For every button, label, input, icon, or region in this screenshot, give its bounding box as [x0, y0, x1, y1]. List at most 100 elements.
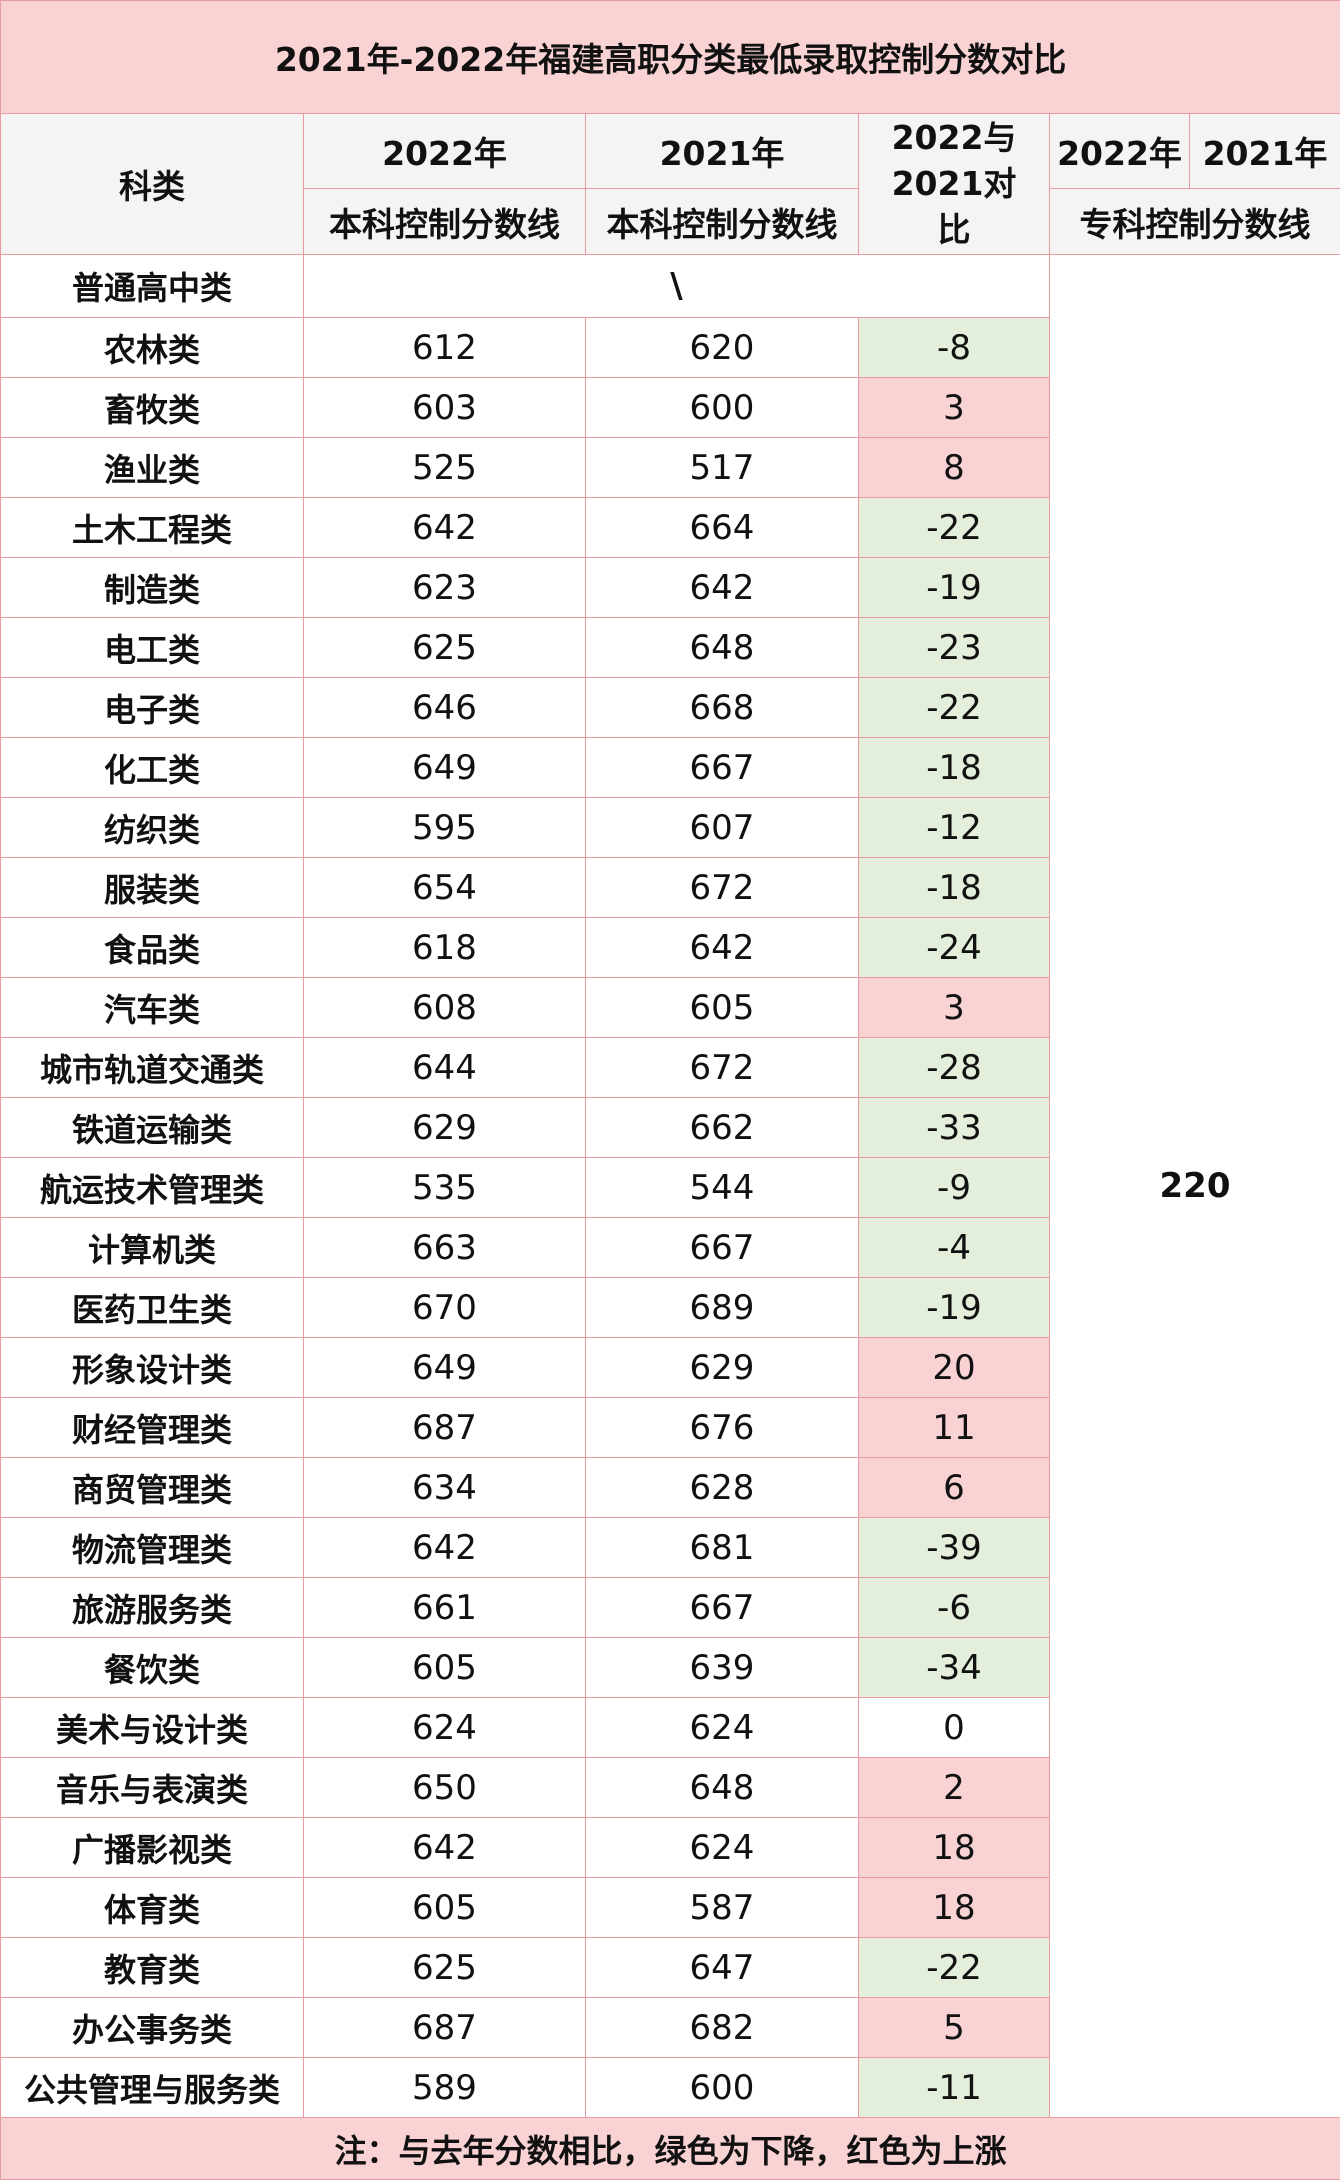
table-row: 农林类 612 620 -8 — [0, 317, 1340, 378]
score-2022: 634 — [303, 1457, 586, 1518]
score-2021: 628 — [585, 1457, 859, 1518]
score-diff: -39 — [858, 1517, 1050, 1578]
score-2021: 639 — [585, 1637, 859, 1698]
score-diff: -9 — [858, 1157, 1050, 1218]
score-2022: 646 — [303, 677, 586, 738]
score-2022: 595 — [303, 797, 586, 858]
table-row: 纺织类 595 607 -12 — [0, 797, 1340, 858]
category-name: 财经管理类 — [0, 1397, 304, 1458]
table-row: 旅游服务类 661 667 -6 — [0, 1577, 1340, 1638]
header-zk-2021: 2021年 — [1188, 113, 1340, 189]
header-year-2021: 2021年 — [585, 113, 859, 189]
score-2021: 682 — [585, 1997, 859, 2058]
category-name: 广播影视类 — [0, 1817, 304, 1878]
score-2022: 649 — [303, 737, 586, 798]
category-name: 美术与设计类 — [0, 1697, 304, 1758]
score-diff: -4 — [858, 1217, 1050, 1278]
score-2021: 600 — [585, 377, 859, 438]
score-2021: 648 — [585, 1757, 859, 1818]
table-row: 医药卫生类 670 689 -19 — [0, 1277, 1340, 1338]
score-2021: 605 — [585, 977, 859, 1038]
score-diff: -24 — [858, 917, 1050, 978]
score-2021: 517 — [585, 437, 859, 498]
score-2022: 625 — [303, 617, 586, 678]
category-name: 体育类 — [0, 1877, 304, 1938]
score-2022: 605 — [303, 1877, 586, 1938]
score-diff: 3 — [858, 377, 1050, 438]
score-2021: 667 — [585, 1217, 859, 1278]
score-2021: 607 — [585, 797, 859, 858]
score-2022: 589 — [303, 2057, 586, 2118]
table-row: 形象设计类 649 629 20 — [0, 1337, 1340, 1398]
general-row-name: 普通高中类 — [0, 254, 304, 318]
score-2021: 624 — [585, 1697, 859, 1758]
score-2022: 603 — [303, 377, 586, 438]
table-row: 食品类 618 642 -24 — [0, 917, 1340, 978]
score-diff: 20 — [858, 1337, 1050, 1398]
category-name: 计算机类 — [0, 1217, 304, 1278]
table-title: 2021年-2022年福建高职分类最低录取控制分数对比 — [0, 0, 1340, 114]
table-row: 航运技术管理类 535 544 -9 — [0, 1157, 1340, 1218]
header-year-2022: 2022年 — [303, 113, 586, 189]
score-2021: 587 — [585, 1877, 859, 1938]
score-diff: -22 — [858, 1937, 1050, 1998]
score-2021: 629 — [585, 1337, 859, 1398]
score-diff: -6 — [858, 1577, 1050, 1638]
category-name: 服装类 — [0, 857, 304, 918]
category-name: 办公事务类 — [0, 1997, 304, 2058]
table-row: 财经管理类 687 676 11 — [0, 1397, 1340, 1458]
score-2021: 689 — [585, 1277, 859, 1338]
score-2022: 654 — [303, 857, 586, 918]
table-row: 餐饮类 605 639 -34 — [0, 1637, 1340, 1698]
score-2022: 687 — [303, 1997, 586, 2058]
score-diff: 18 — [858, 1877, 1050, 1938]
header-bk-line-2022: 本科控制分数线 — [303, 188, 586, 255]
score-2022: 642 — [303, 1517, 586, 1578]
score-2022: 687 — [303, 1397, 586, 1458]
score-diff: -22 — [858, 677, 1050, 738]
category-name: 物流管理类 — [0, 1517, 304, 1578]
score-2022: 605 — [303, 1637, 586, 1698]
score-2021: 672 — [585, 857, 859, 918]
category-name: 航运技术管理类 — [0, 1157, 304, 1218]
category-name: 商贸管理类 — [0, 1457, 304, 1518]
score-diff: 5 — [858, 1997, 1050, 2058]
category-name: 电子类 — [0, 677, 304, 738]
category-name: 电工类 — [0, 617, 304, 678]
score-2022: 618 — [303, 917, 586, 978]
score-diff: -33 — [858, 1097, 1050, 1158]
score-2021: 667 — [585, 1577, 859, 1638]
category-name: 渔业类 — [0, 437, 304, 498]
category-name: 制造类 — [0, 557, 304, 618]
score-2022: 661 — [303, 1577, 586, 1638]
score-2022: 649 — [303, 1337, 586, 1398]
score-diff: -12 — [858, 797, 1050, 858]
score-diff: 3 — [858, 977, 1050, 1038]
score-2022: 642 — [303, 1817, 586, 1878]
score-diff: -18 — [858, 737, 1050, 798]
score-2022: 623 — [303, 557, 586, 618]
table-row: 公共管理与服务类 589 600 -11 — [0, 2057, 1340, 2118]
score-diff: -18 — [858, 857, 1050, 918]
score-diff: -22 — [858, 497, 1050, 558]
category-name: 食品类 — [0, 917, 304, 978]
category-name: 公共管理与服务类 — [0, 2057, 304, 2118]
general-row-value: \ — [303, 254, 1050, 318]
score-2021: 642 — [585, 917, 859, 978]
category-name: 教育类 — [0, 1937, 304, 1998]
table-row: 渔业类 525 517 8 — [0, 437, 1340, 498]
table-row: 电工类 625 648 -23 — [0, 617, 1340, 678]
header-zk-line: 专科控制分数线 — [1048, 188, 1340, 255]
score-diff: 6 — [858, 1457, 1050, 1518]
category-name: 旅游服务类 — [0, 1577, 304, 1638]
score-2021: 676 — [585, 1397, 859, 1458]
score-diff: -19 — [858, 557, 1050, 618]
zk-line-value: 220 — [1048, 254, 1340, 2118]
score-diff: -28 — [858, 1037, 1050, 1098]
score-2021: 600 — [585, 2057, 859, 2118]
score-diff: -19 — [858, 1277, 1050, 1338]
category-name: 汽车类 — [0, 977, 304, 1038]
score-diff: 8 — [858, 437, 1050, 498]
table-row: 铁道运输类 629 662 -33 — [0, 1097, 1340, 1158]
